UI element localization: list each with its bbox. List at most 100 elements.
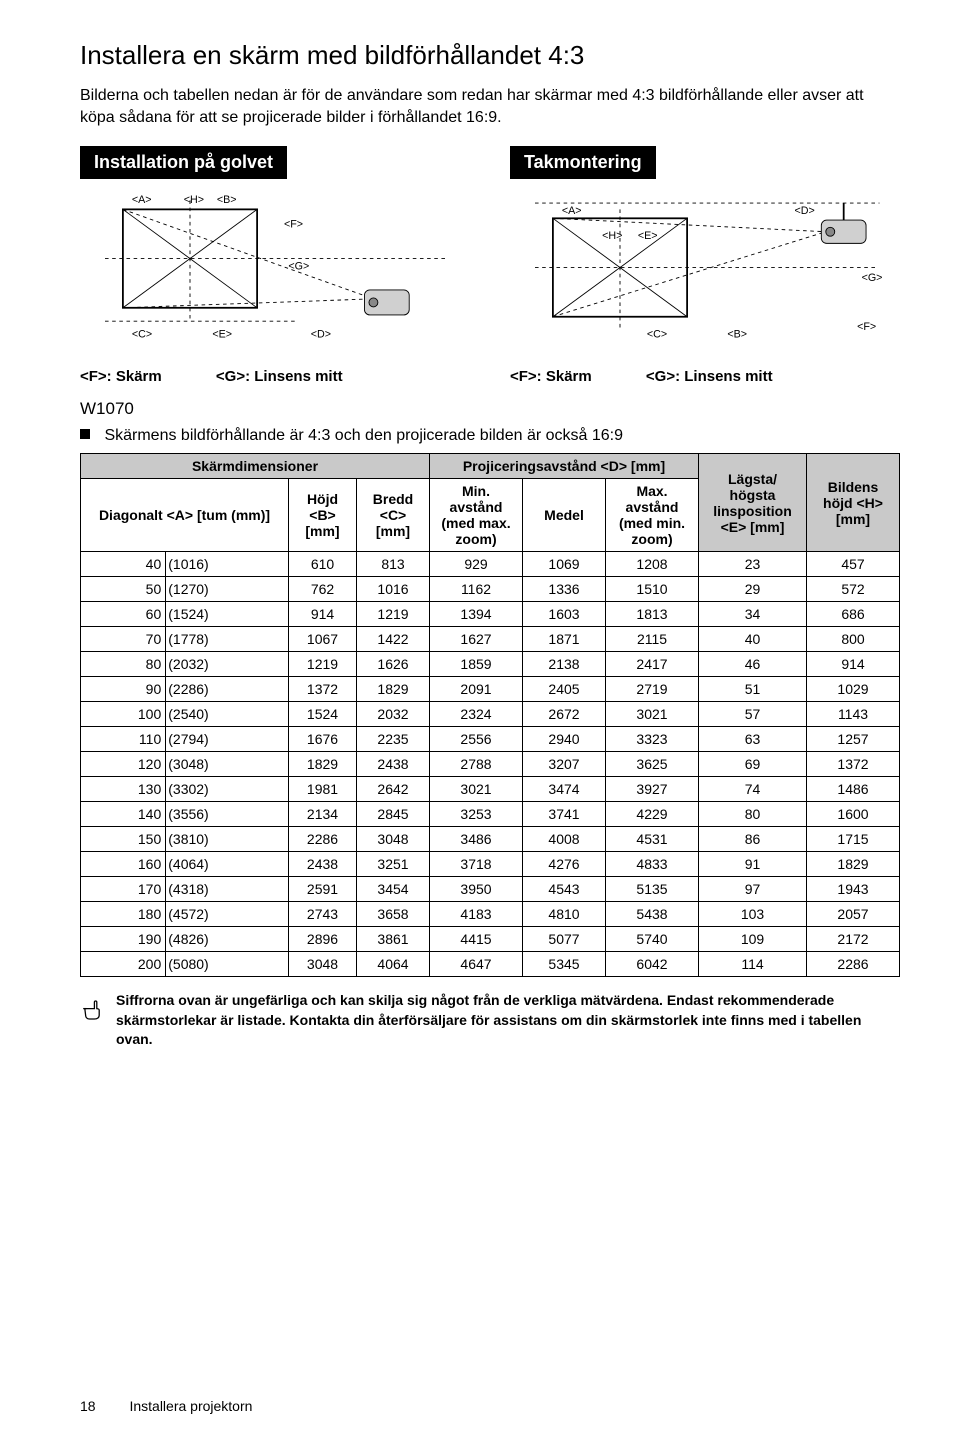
page-title: Installera en skärm med bildförhållandet… — [80, 40, 900, 71]
cell-b: 2642 — [357, 777, 430, 802]
cell-med: 3207 — [523, 752, 606, 777]
cell-min: 3021 — [430, 777, 523, 802]
cell-hh: 1143 — [807, 702, 900, 727]
cell-h: 1981 — [289, 777, 357, 802]
page-footer: 18 Installera projektorn — [80, 1398, 252, 1414]
cell-hh: 2286 — [807, 952, 900, 977]
cell-tum: 130 — [81, 777, 166, 802]
svg-text:<A>: <A> — [562, 205, 582, 217]
cell-min: 3718 — [430, 852, 523, 877]
cell-min: 1394 — [430, 602, 523, 627]
cell-mm: (3048) — [166, 752, 289, 777]
cell-tum: 100 — [81, 702, 166, 727]
cell-hh: 1600 — [807, 802, 900, 827]
cell-b: 1016 — [357, 577, 430, 602]
cell-max: 1510 — [606, 577, 699, 602]
th-lins: Lägsta/ högsta linsposition <E> [mm] — [699, 454, 807, 552]
svg-text:<A>: <A> — [132, 194, 152, 206]
cell-tum: 90 — [81, 677, 166, 702]
cell-tum: 180 — [81, 902, 166, 927]
cell-mm: (1778) — [166, 627, 289, 652]
cell-max: 5740 — [606, 927, 699, 952]
cell-mm: (5080) — [166, 952, 289, 977]
cell-h: 610 — [289, 552, 357, 577]
cell-b: 1626 — [357, 652, 430, 677]
cell-b: 3658 — [357, 902, 430, 927]
cell-b: 813 — [357, 552, 430, 577]
svg-text:<C>: <C> — [132, 329, 152, 341]
cell-max: 1208 — [606, 552, 699, 577]
cell-b: 2438 — [357, 752, 430, 777]
th-hojd: Höjd <B> [mm] — [289, 479, 357, 552]
table-row: 50(1270)762101611621336151029572 — [81, 577, 900, 602]
floor-column: Installation på golvet <A> <H> <B> — [80, 146, 470, 385]
cell-med: 1603 — [523, 602, 606, 627]
floor-caption: <F>: Skärm <G>: Linsens mitt — [80, 368, 470, 385]
cell-tum: 150 — [81, 827, 166, 852]
cell-h: 2438 — [289, 852, 357, 877]
cell-tum: 80 — [81, 652, 166, 677]
table-row: 160(4064)24383251371842764833911829 — [81, 852, 900, 877]
cell-e: 80 — [699, 802, 807, 827]
cell-min: 2091 — [430, 677, 523, 702]
cell-med: 4008 — [523, 827, 606, 852]
cell-med: 3741 — [523, 802, 606, 827]
cell-max: 5135 — [606, 877, 699, 902]
cell-b: 3454 — [357, 877, 430, 902]
cell-min: 1627 — [430, 627, 523, 652]
cell-hh: 457 — [807, 552, 900, 577]
cell-e: 34 — [699, 602, 807, 627]
cell-h: 2743 — [289, 902, 357, 927]
cell-min: 4647 — [430, 952, 523, 977]
svg-text:<H>: <H> — [602, 230, 622, 242]
cell-min: 1162 — [430, 577, 523, 602]
cell-max: 2719 — [606, 677, 699, 702]
page-number: 18 — [80, 1398, 96, 1414]
cell-b: 3861 — [357, 927, 430, 952]
cell-max: 3021 — [606, 702, 699, 727]
cell-e: 57 — [699, 702, 807, 727]
floor-diagram: <A> <H> <B> <F> <G> <C> <E> <D> — [80, 187, 470, 357]
cell-mm: (4064) — [166, 852, 289, 877]
cell-tum: 170 — [81, 877, 166, 902]
cell-b: 2235 — [357, 727, 430, 752]
cell-tum: 120 — [81, 752, 166, 777]
th-max: Max. avstånd (med min. zoom) — [606, 479, 699, 552]
cell-max: 6042 — [606, 952, 699, 977]
cell-mm: (2032) — [166, 652, 289, 677]
svg-text:<B>: <B> — [727, 329, 747, 341]
cell-h: 914 — [289, 602, 357, 627]
cell-mm: (3302) — [166, 777, 289, 802]
cell-e: 103 — [699, 902, 807, 927]
cell-b: 1219 — [357, 602, 430, 627]
note-text: Siffrorna ovan är ungefärliga och kan sk… — [116, 991, 900, 1050]
cell-med: 1336 — [523, 577, 606, 602]
cell-hh: 1372 — [807, 752, 900, 777]
table-row: 100(2540)15242032232426723021571143 — [81, 702, 900, 727]
cell-h: 2286 — [289, 827, 357, 852]
cell-min: 4415 — [430, 927, 523, 952]
cell-med: 1871 — [523, 627, 606, 652]
cell-h: 2591 — [289, 877, 357, 902]
cell-med: 2405 — [523, 677, 606, 702]
note-block: Siffrorna ovan är ungefärliga och kan sk… — [80, 991, 900, 1050]
cell-hh: 1943 — [807, 877, 900, 902]
cell-e: 91 — [699, 852, 807, 877]
cell-med: 2138 — [523, 652, 606, 677]
ceiling-diagram: <A> <H> <E> <D> <G> <F> <C> <B> — [510, 187, 900, 357]
cell-e: 86 — [699, 827, 807, 852]
cell-b: 2845 — [357, 802, 430, 827]
model-label: W1070 — [80, 399, 900, 419]
cell-tum: 190 — [81, 927, 166, 952]
cell-mm: (1524) — [166, 602, 289, 627]
table-row: 90(2286)13721829209124052719511029 — [81, 677, 900, 702]
cell-hh: 1029 — [807, 677, 900, 702]
ceiling-title: Takmontering — [510, 146, 656, 179]
table-row: 110(2794)16762235255629403323631257 — [81, 727, 900, 752]
cell-b: 1829 — [357, 677, 430, 702]
ceiling-caption: <F>: Skärm <G>: Linsens mitt — [510, 368, 900, 385]
cell-e: 114 — [699, 952, 807, 977]
cell-min: 4183 — [430, 902, 523, 927]
cell-med: 5345 — [523, 952, 606, 977]
cell-hh: 800 — [807, 627, 900, 652]
